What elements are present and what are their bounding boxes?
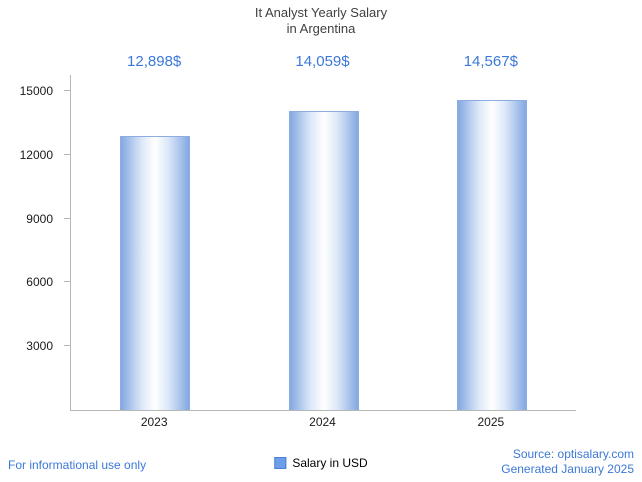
y-axis-tick-label: 9000 xyxy=(26,211,53,226)
x-axis-tick-label: 2025 xyxy=(477,415,505,429)
plot-area xyxy=(64,75,576,411)
chart-title-line2: in Argentina xyxy=(286,21,356,36)
bar-value-labels: 12,898$ 14,059$ 14,567$ xyxy=(70,53,575,70)
bar-value-label: 14,567$ xyxy=(463,53,518,70)
x-axis-tick-label: 2023 xyxy=(140,415,168,429)
y-axis-tick-label: 15000 xyxy=(19,83,53,98)
bar-2023 xyxy=(120,135,191,410)
disclaimer-text: For informational use only xyxy=(8,458,147,472)
y-axis-tick-mark xyxy=(64,217,71,219)
y-axis-tick-mark xyxy=(64,345,71,347)
bar-value-label: 14,059$ xyxy=(295,53,350,70)
y-axis-tick-mark xyxy=(64,153,71,155)
x-axis-labels: 2023 2024 2025 xyxy=(70,415,575,429)
bar-2025 xyxy=(456,100,527,410)
source-block: Source: optisalary.com Generated January… xyxy=(501,447,634,477)
chart-title: It Analyst Yearly Salary in Argentina xyxy=(0,5,642,37)
y-axis-tick-label: 6000 xyxy=(26,275,53,290)
y-axis-tick-label: 12000 xyxy=(19,147,53,162)
source-line: Source: optisalary.com xyxy=(512,447,634,461)
y-axis-tick-mark xyxy=(64,281,71,283)
chart-title-line1: It Analyst Yearly Salary xyxy=(254,5,388,20)
bar-value-label: 12,898$ xyxy=(127,53,182,70)
legend-swatch-icon xyxy=(274,457,287,469)
legend: Salary in USD xyxy=(274,456,368,470)
generated-line: Generated January 2025 xyxy=(501,462,634,476)
y-axis-tick-mark xyxy=(64,89,71,91)
x-axis-tick-label: 2024 xyxy=(309,415,336,429)
y-axis-labels: 3000 6000 9000 12000 15000 xyxy=(0,75,62,410)
y-axis-tick-label: 3000 xyxy=(26,339,53,354)
bar-2024 xyxy=(288,110,359,410)
legend-label: Salary in USD xyxy=(292,456,368,470)
